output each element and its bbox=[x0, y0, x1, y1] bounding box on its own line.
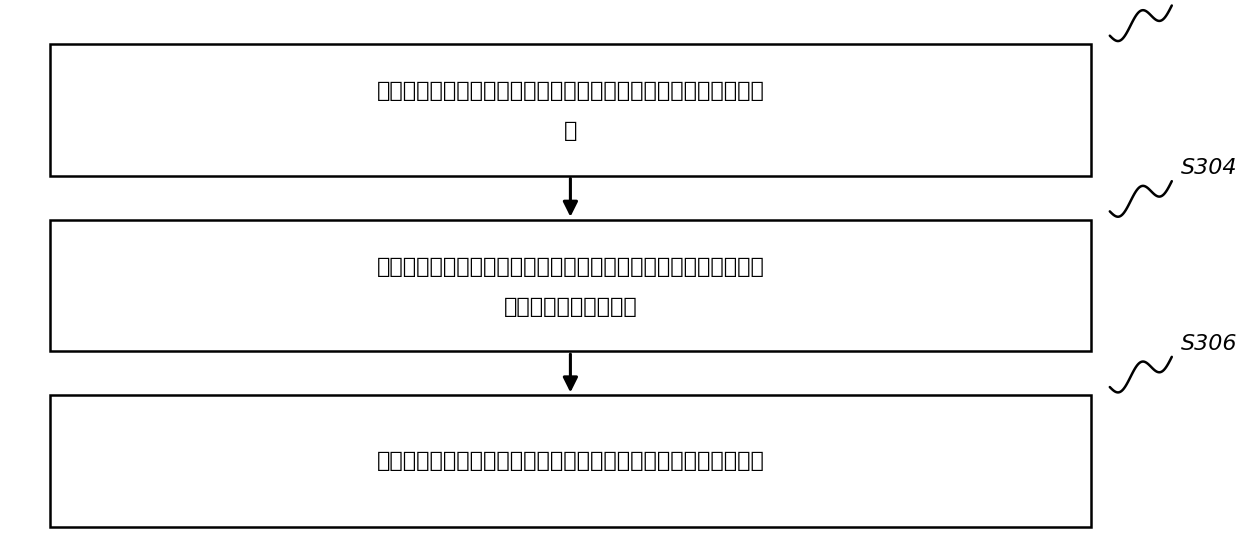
Text: 点两两之间的共现频率: 点两两之间的共现频率 bbox=[503, 296, 637, 317]
Bar bbox=[50, 220, 1091, 351]
Text: S306: S306 bbox=[1180, 334, 1238, 354]
Text: 计算每一个维度的语义树对应的节点与其他维度的语义树对应的节: 计算每一个维度的语义树对应的节点与其他维度的语义树对应的节 bbox=[377, 257, 764, 277]
Text: 获取预设维度的语义树，预设维度至少包括解剖部位、病损以及程: 获取预设维度的语义树，预设维度至少包括解剖部位、病损以及程 bbox=[377, 81, 764, 102]
Bar bbox=[50, 395, 1091, 527]
Bar bbox=[50, 44, 1091, 176]
Text: 度: 度 bbox=[564, 121, 577, 141]
Text: S304: S304 bbox=[1180, 159, 1238, 178]
Text: S302: S302 bbox=[1180, 0, 1238, 3]
Text: 将共现频率大于预设阈值的两个节点建立关联关系，生成语义网络: 将共现频率大于预设阈值的两个节点建立关联关系，生成语义网络 bbox=[377, 451, 764, 471]
